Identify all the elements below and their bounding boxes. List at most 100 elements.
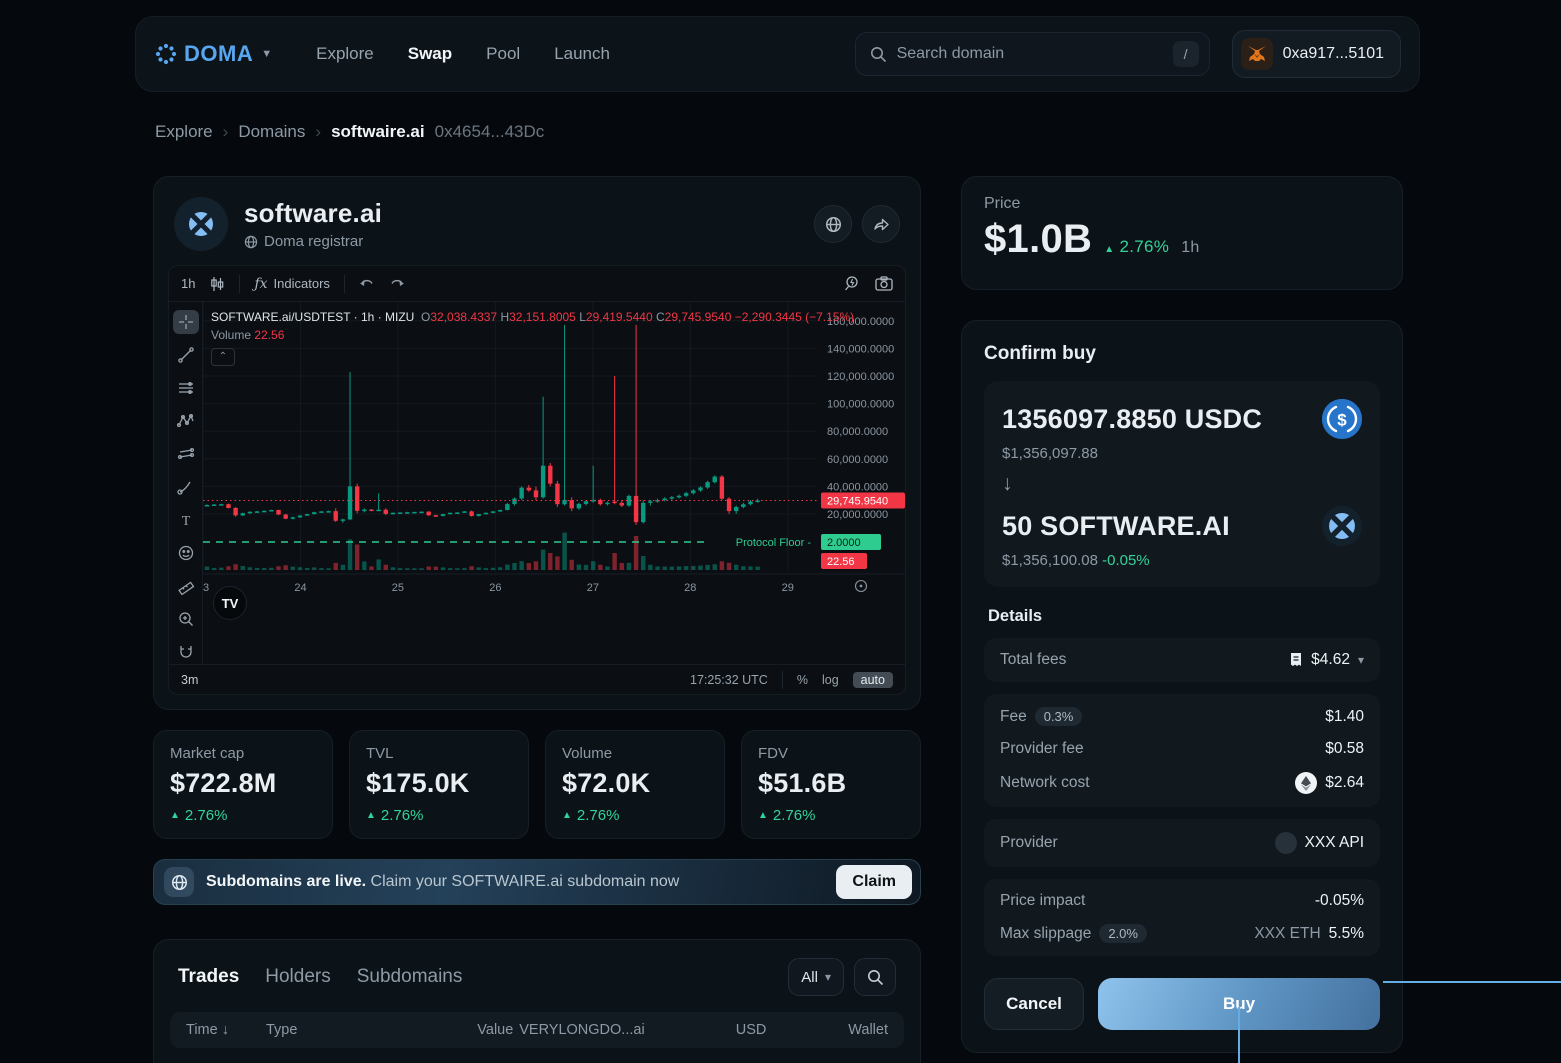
stat-card-market-cap: Market cap$722.8M▲2.76% [153, 730, 333, 839]
trading-chart: 1h ƒx Indicators [168, 265, 906, 695]
slippage-note: XXX ETH [1254, 925, 1320, 943]
confirm-title: Confirm buy [984, 343, 1380, 365]
svg-text:60,000.0000: 60,000.0000 [827, 454, 888, 466]
column-header-value[interactable]: Value [416, 1022, 513, 1038]
stat-card-fdv: FDV$51.6B▲2.76% [741, 730, 921, 839]
filter-dropdown[interactable]: All ▾ [788, 958, 844, 996]
tradingview-logo[interactable]: TV [213, 586, 247, 620]
to-impact: -0.05% [1102, 552, 1150, 569]
projection-tool-icon[interactable] [173, 442, 199, 466]
stats-row: Market cap$722.8M▲2.76%TVL$175.0K▲2.76%V… [153, 730, 921, 839]
slippage-value: 5.5% [1329, 925, 1364, 943]
search-bolt-icon [844, 275, 861, 292]
total-fees-row[interactable]: Total fees $4.62 ▾ [984, 638, 1380, 682]
nav-item-swap[interactable]: Swap [394, 36, 466, 72]
range-button[interactable]: 3m [181, 673, 198, 687]
table-row[interactable]: 25sBuy$108.810.00309235,950.860xa643...9… [170, 1048, 904, 1063]
column-header-type[interactable]: Type [266, 1022, 416, 1038]
price-change: ▲ 2.76% [1104, 237, 1169, 257]
breadcrumb-link-explore[interactable]: Explore [155, 122, 213, 142]
candle-style-button[interactable] [209, 276, 225, 292]
nav-items: ExploreSwapPoolLaunch [302, 36, 624, 72]
svg-text:27: 27 [587, 582, 599, 594]
quick-search-button[interactable] [844, 275, 861, 292]
text-tool-icon[interactable]: T [173, 508, 199, 532]
nav-item-launch[interactable]: Launch [540, 36, 624, 72]
brand[interactable]: DOMA ▼ [154, 41, 272, 67]
pattern-tool-icon[interactable] [173, 409, 199, 433]
stat-label: FDV [758, 745, 904, 762]
search-bar[interactable]: / [855, 32, 1210, 76]
provider-row: Provider XXX API [984, 819, 1380, 867]
brush-tool-icon[interactable] [173, 475, 199, 499]
table-search-button[interactable] [854, 958, 896, 996]
token-logo [174, 197, 228, 251]
from-usd: $1,356,097.88 [1002, 445, 1362, 462]
globe-icon [164, 867, 194, 897]
share-icon [873, 216, 890, 233]
log-scale-button[interactable]: log [822, 673, 839, 687]
percent-scale-button[interactable]: % [797, 673, 808, 687]
tab-holders[interactable]: Holders [265, 966, 330, 988]
svg-text:Protocol Floor -: Protocol Floor - [736, 537, 812, 549]
fee-value: $1.40 [1325, 708, 1364, 726]
svg-text:28: 28 [684, 582, 696, 594]
table-header: Time ↓TypeValueVERYLONGDO...aiUSDWallet [170, 1012, 904, 1048]
swap-arrow-icon: ↓ [1002, 472, 1362, 496]
svg-text:22.56: 22.56 [827, 556, 855, 568]
snapshot-button[interactable] [875, 276, 893, 291]
token-name: software.ai [244, 198, 382, 229]
interval-button[interactable]: 1h [181, 276, 195, 291]
slippage-badge: 2.0% [1099, 924, 1147, 943]
auto-scale-button[interactable]: auto [853, 672, 893, 688]
volume-value: 22.56 [254, 328, 284, 342]
website-button[interactable] [814, 205, 852, 243]
magnet-tool-icon[interactable] [173, 640, 199, 664]
provider-fee-value: $0.58 [1325, 740, 1364, 758]
breadcrumb-link-domains[interactable]: Domains [238, 122, 305, 142]
chart-clock: 17:25:32 UTC [690, 673, 768, 687]
total-fees-value: $4.62 [1311, 651, 1350, 669]
camera-icon [875, 276, 893, 291]
metamask-icon [1241, 38, 1273, 70]
chart-symbol: SOFTWARE.ai/USDTEST · 1h · MIZU [211, 310, 414, 324]
nav-item-pool[interactable]: Pool [472, 36, 534, 72]
horizontal-lines-tool-icon[interactable] [173, 376, 199, 400]
triangle-up-icon: ▲ [170, 810, 180, 821]
tab-subdomains[interactable]: Subdomains [357, 966, 463, 988]
svg-text:$: $ [1337, 411, 1347, 430]
svg-text:24: 24 [294, 582, 306, 594]
chevron-down-icon: ▾ [825, 970, 831, 984]
triangle-up-icon: ▲ [758, 810, 768, 821]
column-header-usd[interactable]: USD [645, 1022, 767, 1038]
impact-slippage-box: Price impact -0.05% Max slippage 2.0% XX… [984, 879, 1380, 956]
svg-text:80,000.0000: 80,000.0000 [827, 426, 888, 438]
column-header-wallet[interactable]: Wallet [766, 1022, 888, 1038]
wallet-button[interactable]: 0xa917...5101 [1232, 30, 1401, 78]
search-input[interactable] [897, 45, 1163, 63]
column-header-time[interactable]: Time ↓ [186, 1022, 266, 1038]
details-heading: Details [988, 607, 1380, 626]
tab-trades[interactable]: Trades [178, 966, 239, 988]
triangle-up-icon: ▲ [366, 810, 376, 821]
chart-canvas[interactable]: SOFTWARE.ai/USDTEST · 1h · MIZU O32,038.… [203, 302, 905, 664]
crosshair-tool-icon[interactable] [173, 310, 199, 334]
share-button[interactable] [862, 205, 900, 243]
software-token-icon [1322, 506, 1362, 546]
trend-line-tool-icon[interactable] [173, 343, 199, 367]
zoom-tool-icon[interactable] [173, 607, 199, 631]
ruler-tool-icon[interactable] [173, 574, 199, 598]
undo-button[interactable] [359, 277, 375, 291]
nav-item-explore[interactable]: Explore [302, 36, 388, 72]
column-header-verylongdo-ai[interactable]: VERYLONGDO...ai [513, 1022, 644, 1038]
claim-button[interactable]: Claim [836, 865, 912, 899]
fees-breakdown: Fee 0.3% $1.40 Provider fee $0.58 Networ… [984, 694, 1380, 807]
svg-text:20,000.0000: 20,000.0000 [827, 509, 888, 521]
to-usd: $1,356,100.08 -0.05% [1002, 552, 1362, 569]
emoji-tool-icon[interactable] [173, 541, 199, 565]
indicators-button[interactable]: ƒx Indicators [254, 276, 329, 292]
from-amount: 1356097.8850 USDC [1002, 404, 1262, 435]
cancel-button[interactable]: Cancel [984, 978, 1084, 1030]
collapse-legend-button[interactable]: ⌃ [211, 348, 235, 366]
redo-button[interactable] [389, 277, 405, 291]
